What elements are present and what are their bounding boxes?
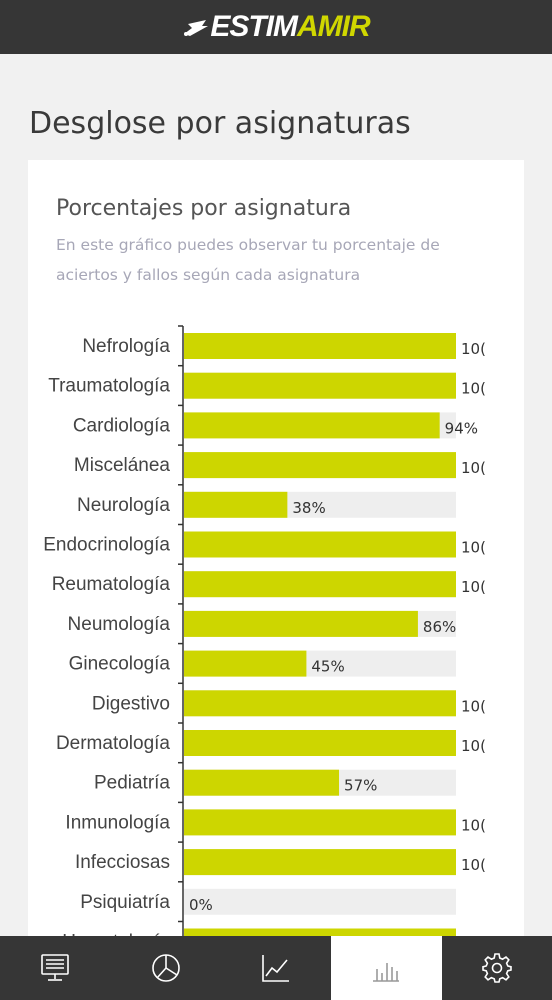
value-label: 10( xyxy=(461,856,486,874)
bar-endocrinología xyxy=(184,531,456,558)
category-label: Traumatología xyxy=(48,376,170,397)
value-label: 10( xyxy=(461,380,486,398)
bar-ginecología xyxy=(184,650,307,677)
bar-neumología xyxy=(184,610,418,637)
value-label: 10( xyxy=(461,737,486,755)
category-label: Pediatría xyxy=(94,773,170,794)
top-bar: ESTIM AMIR xyxy=(0,0,552,54)
category-label: Digestivo xyxy=(92,693,170,714)
bar-pediatría xyxy=(184,769,340,796)
bar-digestivo xyxy=(184,690,456,717)
value-label: 10( xyxy=(461,340,486,358)
bottom-nav xyxy=(0,936,552,1000)
value-label: 86% xyxy=(423,618,456,636)
logo-text-amir: AMIR xyxy=(297,10,371,43)
category-label: Neurología xyxy=(77,495,170,516)
card-title: Porcentajes por asignatura xyxy=(56,196,352,221)
nav-item-evolution[interactable] xyxy=(221,936,331,1000)
nav-item-summary[interactable] xyxy=(110,936,220,1000)
value-label: 57% xyxy=(344,777,377,795)
bar-cardiología xyxy=(184,412,440,439)
bar-traumatología xyxy=(184,372,456,399)
card-description: En este gráfico puedes observar tu porce… xyxy=(56,236,440,284)
nav-item-subjects[interactable] xyxy=(331,936,442,1000)
category-label: Ginecología xyxy=(69,654,171,675)
logo-mark-icon xyxy=(184,20,209,36)
category-label: Cardiología xyxy=(73,415,171,436)
category-label: Miscelánea xyxy=(74,455,171,476)
bar-nefrología xyxy=(184,333,456,359)
value-label: 10( xyxy=(461,697,486,715)
category-label: Psiquiatría xyxy=(80,892,170,913)
value-label: 10( xyxy=(461,539,486,557)
line-chart-icon xyxy=(262,955,290,982)
bar-neurología xyxy=(184,491,288,518)
category-label: Endocrinología xyxy=(43,535,170,556)
value-label: 94% xyxy=(445,419,478,437)
category-label: Dermatología xyxy=(56,733,170,754)
value-label: 10( xyxy=(461,459,486,477)
bar-reumatología xyxy=(184,571,456,598)
category-label: Neumología xyxy=(68,614,171,635)
value-label: 45% xyxy=(311,658,344,676)
value-label: 10( xyxy=(461,578,486,596)
chart-card: Nefrología 10( Traumatología 10( Cardiología… xyxy=(28,160,524,960)
section-title: Desglose por asignaturas xyxy=(29,106,411,141)
bar-miscelánea xyxy=(184,452,456,479)
bar-track xyxy=(184,888,456,915)
category-label: Reumatología xyxy=(52,574,171,595)
category-label: Nefrología xyxy=(82,336,170,357)
bar-infecciosas xyxy=(184,849,456,876)
app-logo: ESTIM AMIR xyxy=(182,10,371,44)
monitor-icon xyxy=(41,954,70,981)
category-label: Inmunología xyxy=(65,812,170,833)
bar-dermatología xyxy=(184,730,456,756)
bar-inmunología xyxy=(184,809,456,836)
value-label: 38% xyxy=(292,499,325,517)
bar-chart-icon xyxy=(373,963,400,982)
pie-chart-icon xyxy=(151,954,180,982)
nav-item-settings[interactable] xyxy=(442,936,552,1000)
subject-bar-chart: Nefrología 10( Traumatología 10( Cardiología… xyxy=(43,325,486,960)
nav-item-tests[interactable] xyxy=(0,936,110,1000)
value-label: 0% xyxy=(189,896,213,914)
value-label: 10( xyxy=(461,816,486,834)
logo-text-estim: ESTIM xyxy=(210,10,298,43)
category-label: Infecciosas xyxy=(75,852,170,873)
gear-icon xyxy=(482,953,512,983)
